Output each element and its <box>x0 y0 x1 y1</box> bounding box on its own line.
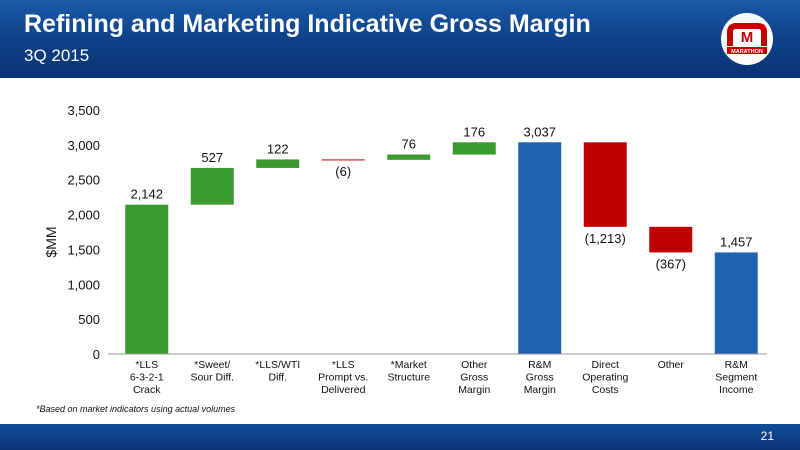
data-label: 2,142 <box>130 187 163 202</box>
data-label: 3,037 <box>523 124 556 139</box>
y-tick-label: 2,500 <box>67 173 100 188</box>
y-axis-label: $MM <box>43 226 59 257</box>
data-label: 76 <box>402 137 416 152</box>
bar-increase <box>387 154 431 160</box>
y-tick-label: 1,500 <box>67 242 100 257</box>
data-label: 176 <box>463 124 485 139</box>
data-labels: 2,142 527 122 (6) 76 176 3,037 (1,213) (367) 1,45… <box>130 124 752 271</box>
x-tick-label: Direct Operating Costs <box>582 359 628 396</box>
x-tick-label: *LLS/WTI Diff. <box>255 359 300 384</box>
slide-footer: 21 <box>0 424 800 450</box>
bar-decrease <box>321 159 365 161</box>
data-label: (1,213) <box>585 231 626 246</box>
bar-increase <box>256 159 300 168</box>
x-tick-label: R&M Gross Margin <box>524 359 556 396</box>
slide-title: Refining and Marketing Indicative Gross … <box>24 10 591 38</box>
slide-subtitle: 3Q 2015 <box>24 46 90 65</box>
y-tick-label: 2,000 <box>67 208 100 223</box>
bar-decrease <box>649 226 693 253</box>
y-tick-label: 500 <box>78 312 100 327</box>
slide-header: Refining and Marketing Indicative Gross … <box>0 0 800 78</box>
y-tick-label: 3,000 <box>67 138 100 153</box>
x-tick-label: *Sweet/Sour Diff. <box>190 359 234 384</box>
y-tick-label: 0 <box>93 347 100 362</box>
bar-increase <box>125 204 169 354</box>
marathon-logo: M MARATHON <box>721 13 773 65</box>
data-label: (6) <box>335 164 351 179</box>
waterfall-chart: $MM 0 500 1,000 1,500 2,000 2,500 3,000 3,500 2… <box>43 103 767 396</box>
y-tick-label: 3,500 <box>67 103 100 118</box>
bar-total <box>518 142 562 354</box>
data-label: 1,457 <box>720 234 753 249</box>
y-tick-label: 1,000 <box>67 277 100 292</box>
x-tick-label: *Market Structure <box>387 359 430 384</box>
bars <box>125 142 758 354</box>
y-axis: 0 500 1,000 1,500 2,000 2,500 3,000 3,500 <box>67 103 100 362</box>
logo-mark: M <box>741 29 754 46</box>
x-tick-label: Other Gross Margin <box>458 359 490 396</box>
x-tick-label: *LLS 6-3-2-1 Crack <box>130 359 164 396</box>
logo-wordmark: MARATHON <box>731 49 763 55</box>
bar-increase <box>190 167 234 205</box>
data-label: (367) <box>656 256 686 271</box>
bar-increase <box>452 142 496 155</box>
x-tick-label: R&M Segment Income <box>715 359 757 396</box>
page-number: 21 <box>760 429 774 443</box>
data-label: 122 <box>267 141 289 156</box>
bar-decrease <box>583 142 627 227</box>
data-label: 527 <box>201 150 223 165</box>
footnote: *Based on market indicators using actual… <box>36 404 236 414</box>
x-axis: *LLS 6-3-2-1 Crack *Sweet/Sour Diff. *LLS/WT… <box>130 359 758 396</box>
x-tick-label: *LLS Prompt vs. Delivered <box>318 359 368 396</box>
bar-total <box>714 252 758 354</box>
x-tick-label: Other <box>658 359 685 371</box>
